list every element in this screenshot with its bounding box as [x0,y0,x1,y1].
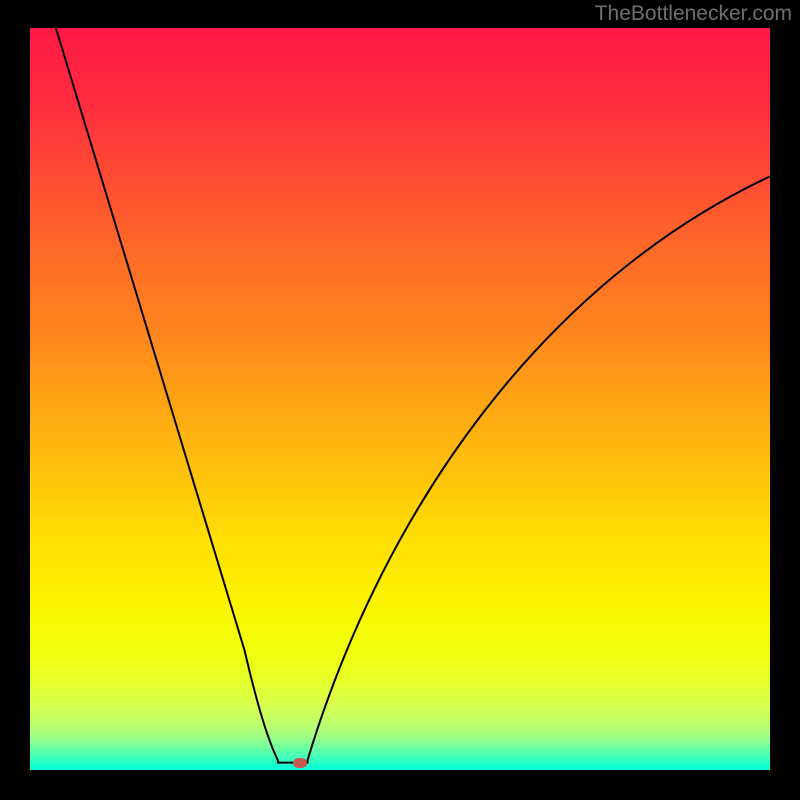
optimum-marker [293,758,307,768]
bottleneck-curve [30,28,770,770]
plot-area [30,28,770,770]
watermark-label: TheBottlenecker.com [595,2,792,26]
chart-container: TheBottlenecker.com [0,0,800,800]
